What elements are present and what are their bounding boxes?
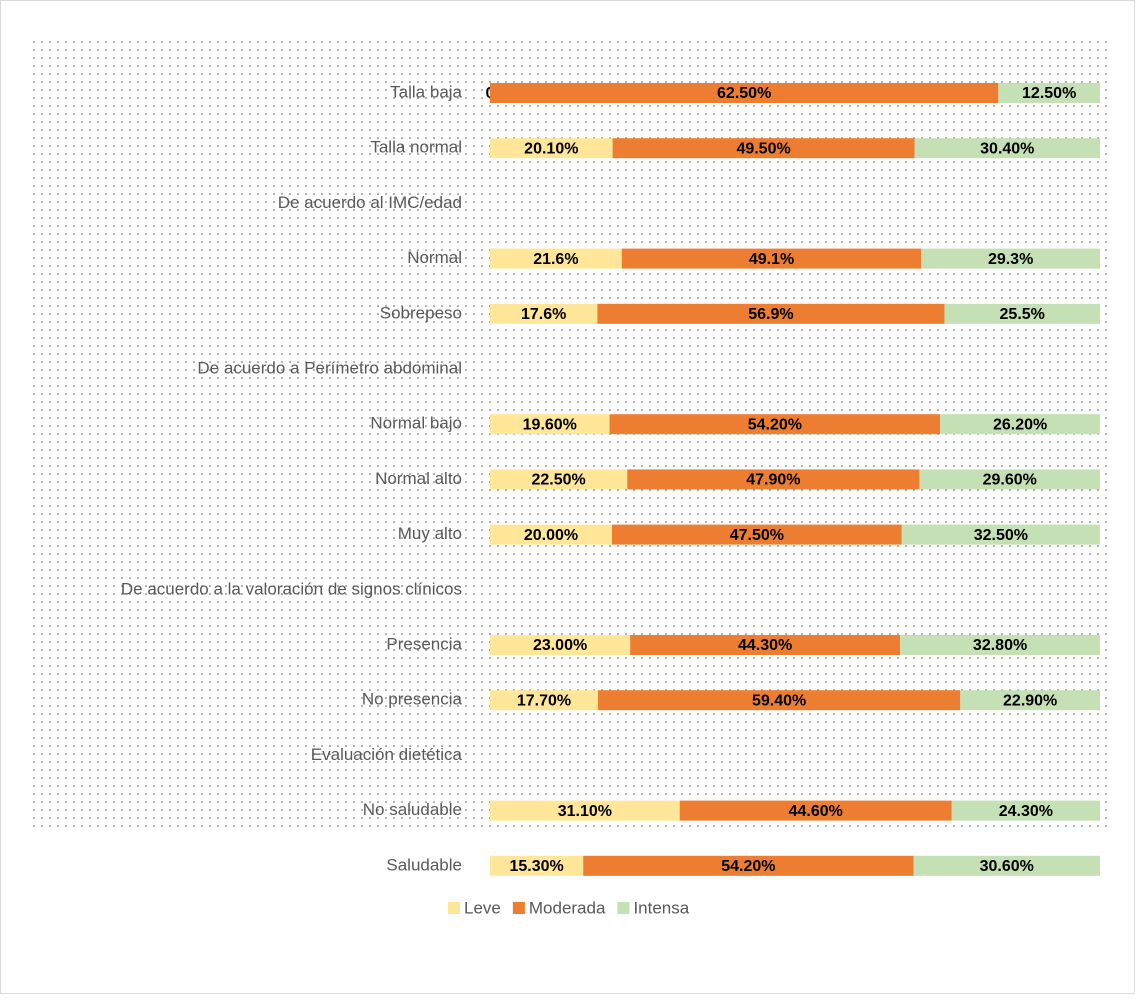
y-tick-label: Evaluación dietética (311, 745, 463, 764)
bar-segment (901, 524, 1100, 545)
data-label: 24.30% (999, 803, 1053, 820)
bar-segment (490, 855, 584, 876)
data-label: 19.60% (523, 416, 577, 433)
y-tick-label: Presencia (386, 634, 462, 653)
data-label: 17.6% (521, 306, 566, 323)
data-label: 31.10% (558, 803, 612, 820)
data-label: 49.1% (749, 251, 794, 268)
data-label: 26.20% (993, 416, 1047, 433)
bar-segment (490, 248, 622, 269)
data-label: 32.80% (973, 637, 1027, 654)
y-tick-label: De acuerdo a Perímetro abdominal (197, 358, 462, 377)
legend-swatch (617, 902, 630, 914)
bar-segment (919, 469, 1100, 490)
data-label: 47.90% (746, 472, 800, 489)
bar-segment (998, 83, 1100, 103)
data-label: 23.00% (533, 637, 587, 654)
bar-segment (913, 855, 1100, 876)
y-tick-label: Sobrepeso (380, 303, 462, 322)
legend-label: Intensa (633, 898, 689, 917)
bar-segment (914, 138, 1100, 159)
legend-swatch (448, 902, 460, 914)
legend-label: Moderada (529, 898, 606, 917)
legend-swatch (512, 902, 525, 914)
bar-segment (490, 414, 610, 435)
data-label: 59.40% (752, 692, 806, 709)
data-label: 29.3% (988, 251, 1033, 268)
legend-label: Leve (464, 898, 501, 917)
data-label: 17.70% (517, 692, 571, 709)
y-tick-label: Normal alto (375, 469, 462, 488)
y-tick-label: De acuerdo a la valoración de signos clí… (121, 579, 462, 598)
bar-segment (960, 690, 1100, 711)
data-label: 29.60% (983, 472, 1037, 489)
bar-segment (940, 414, 1100, 435)
y-tick-label: Normal (407, 248, 462, 267)
data-label: 54.20% (748, 416, 802, 433)
bar-segment (490, 303, 598, 324)
y-tick-label: No saludable (363, 800, 462, 819)
data-label: 62.50% (717, 85, 771, 102)
bar-segment (597, 303, 945, 324)
bar-segment (490, 138, 613, 159)
bar-segment (490, 83, 999, 103)
data-label: 44.30% (738, 637, 792, 654)
bar-segment (583, 855, 914, 876)
bar-segment (621, 248, 922, 269)
data-label: 47.50% (730, 527, 784, 544)
data-label: 44.60% (789, 803, 843, 820)
bar-segment (490, 524, 612, 545)
y-tick-label: De acuerdo al IMC/edad (278, 193, 462, 212)
data-label: 12.50% (1022, 85, 1076, 102)
bar-segment (900, 635, 1100, 655)
bar-segment (679, 800, 952, 821)
data-label: 32.50% (974, 527, 1028, 544)
y-tick-label: No presencia (362, 690, 463, 709)
bar-segment (630, 635, 901, 655)
bar-segment (490, 800, 680, 821)
data-label: 49.50% (736, 140, 790, 157)
data-label: 30.60% (980, 858, 1034, 875)
bar-segment (951, 800, 1100, 821)
data-label: 21.6% (533, 251, 578, 268)
data-label: 15.30% (509, 858, 563, 875)
data-label: 22.50% (531, 472, 585, 489)
data-label: 54.20% (721, 858, 775, 875)
bar-segment (490, 635, 631, 655)
y-tick-label: Talla baja (390, 82, 462, 101)
bar-segment (612, 524, 902, 545)
plot-area (30, 40, 1110, 830)
y-tick-label: Muy alto (398, 524, 462, 543)
data-label: 25.5% (1000, 306, 1045, 323)
bar-segment (609, 414, 941, 435)
data-label: 30.40% (980, 140, 1034, 157)
bar-segment (490, 469, 628, 490)
data-label: 20.00% (524, 527, 578, 544)
bar-segment (921, 248, 1100, 269)
y-tick-label: Talla normal (370, 138, 462, 157)
data-label: 56.9% (748, 306, 793, 323)
y-tick-label: Saludable (386, 855, 462, 874)
bar-segment (944, 303, 1100, 324)
bar-segment (627, 469, 920, 490)
data-label: 22.90% (1003, 692, 1057, 709)
bar-segment (612, 138, 915, 159)
y-tick-label: Normal bajo (370, 414, 462, 433)
data-label: 20.10% (524, 140, 578, 157)
bar-segment (597, 690, 961, 711)
bar-segment (490, 690, 598, 711)
